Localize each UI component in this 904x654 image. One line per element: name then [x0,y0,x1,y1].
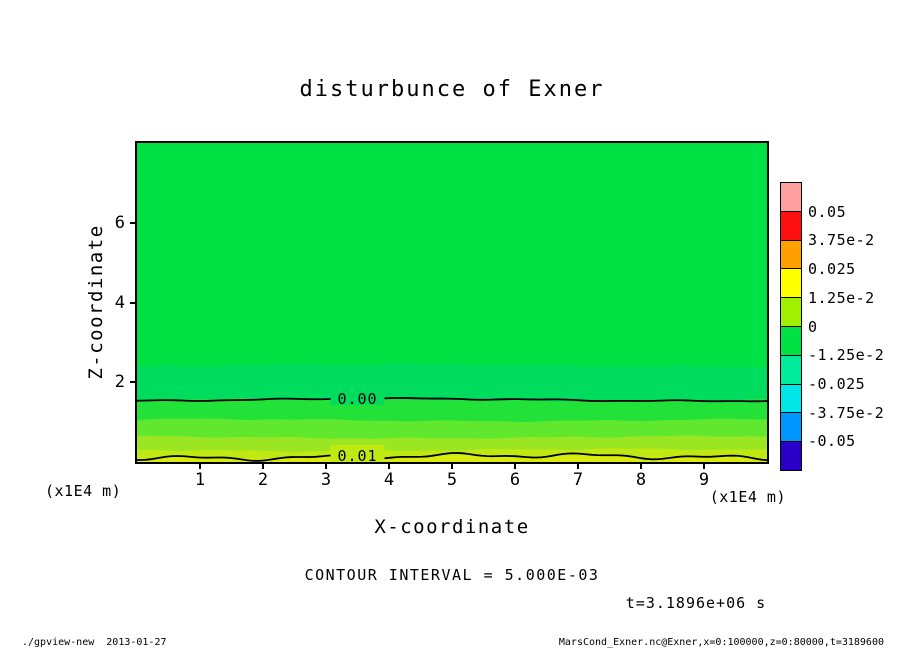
x-axis-tick [262,462,264,469]
colorbar-tick-label: -1.25e-2 [808,346,885,365]
x-tick-label: 7 [572,470,584,490]
time-label: t=3.1896e+06 s [625,594,767,612]
x-tick-label: 5 [446,470,458,490]
contour-interval-label: CONTOUR INTERVAL = 5.000E-03 [304,566,600,584]
x-axis-tick [451,462,453,469]
x-tick-label: 8 [635,470,647,490]
tone-band [137,455,767,462]
contour-line [137,452,767,462]
contour-label-bg [330,444,385,462]
x-axis-tick [388,462,390,469]
x-tick-label: 6 [509,470,521,490]
x-axis-tick [640,462,642,469]
colorbar-segment [781,268,801,298]
colorbar-segment [781,441,801,470]
x-tick-label: 9 [698,470,710,490]
colorbar-segment [781,383,801,413]
colorbar-segment [781,183,801,211]
colorbar-tick-label: 1.25e-2 [808,288,875,307]
y-axis-tick [130,221,137,224]
x-axis-tick [577,462,579,469]
colorbar-segment [781,239,801,269]
colorbar-tick-label: 0 [808,317,818,336]
dataset-footer: MarsCond_Exner.nc@Exner,x=0:100000,z=0:8… [558,637,884,648]
colorbar-segment [781,325,801,355]
x-axis-tick [703,462,705,469]
y-axis-unit-label: (x1E4 m) [45,482,122,500]
y-tick-label: 2 [114,372,125,393]
chart-title: disturbunce of Exner [299,77,605,102]
y-tick-label: 4 [114,292,125,313]
y-axis-tick [130,381,137,384]
x-tick-label: 4 [383,470,395,490]
x-axis-tick [325,462,327,469]
colorbar-segment [781,412,801,442]
colorbar [780,182,802,471]
x-tick-label: 3 [320,470,332,490]
colorbar-segment [781,210,801,240]
colorbar-tick-label: 3.75e-2 [808,231,875,250]
x-axis-tick [514,462,516,469]
colorbar-tick-label: 0.05 [808,202,847,221]
colorbar-segment [781,354,801,384]
contour-label: 0.00 [337,390,377,408]
y-axis-tick [130,301,137,304]
colorbar-segment [781,297,801,326]
x-tick-label: 2 [257,470,269,490]
plot-frame [135,141,769,464]
x-axis-unit-label: (x1E4 m) [709,488,786,506]
x-tick-label: 1 [194,470,206,490]
command-footer: ./gpview-new 2013-01-27 [22,637,167,648]
contour-line [137,397,767,403]
colorbar-tick-label: -3.75e-2 [808,403,885,422]
x-axis-tick [199,462,201,469]
colorbar-tick-label: 0.025 [808,260,856,279]
colorbar-tick-label: -0.05 [808,432,856,451]
filled-contour-plot: 0.00 0.01 [137,143,767,462]
x-axis-label: X-coordinate [374,516,530,538]
contour-label-bg [330,387,385,405]
colorbar-tick-label: -0.025 [808,374,866,393]
contour-label: 0.01 [337,447,377,462]
y-tick-label: 6 [114,212,125,233]
